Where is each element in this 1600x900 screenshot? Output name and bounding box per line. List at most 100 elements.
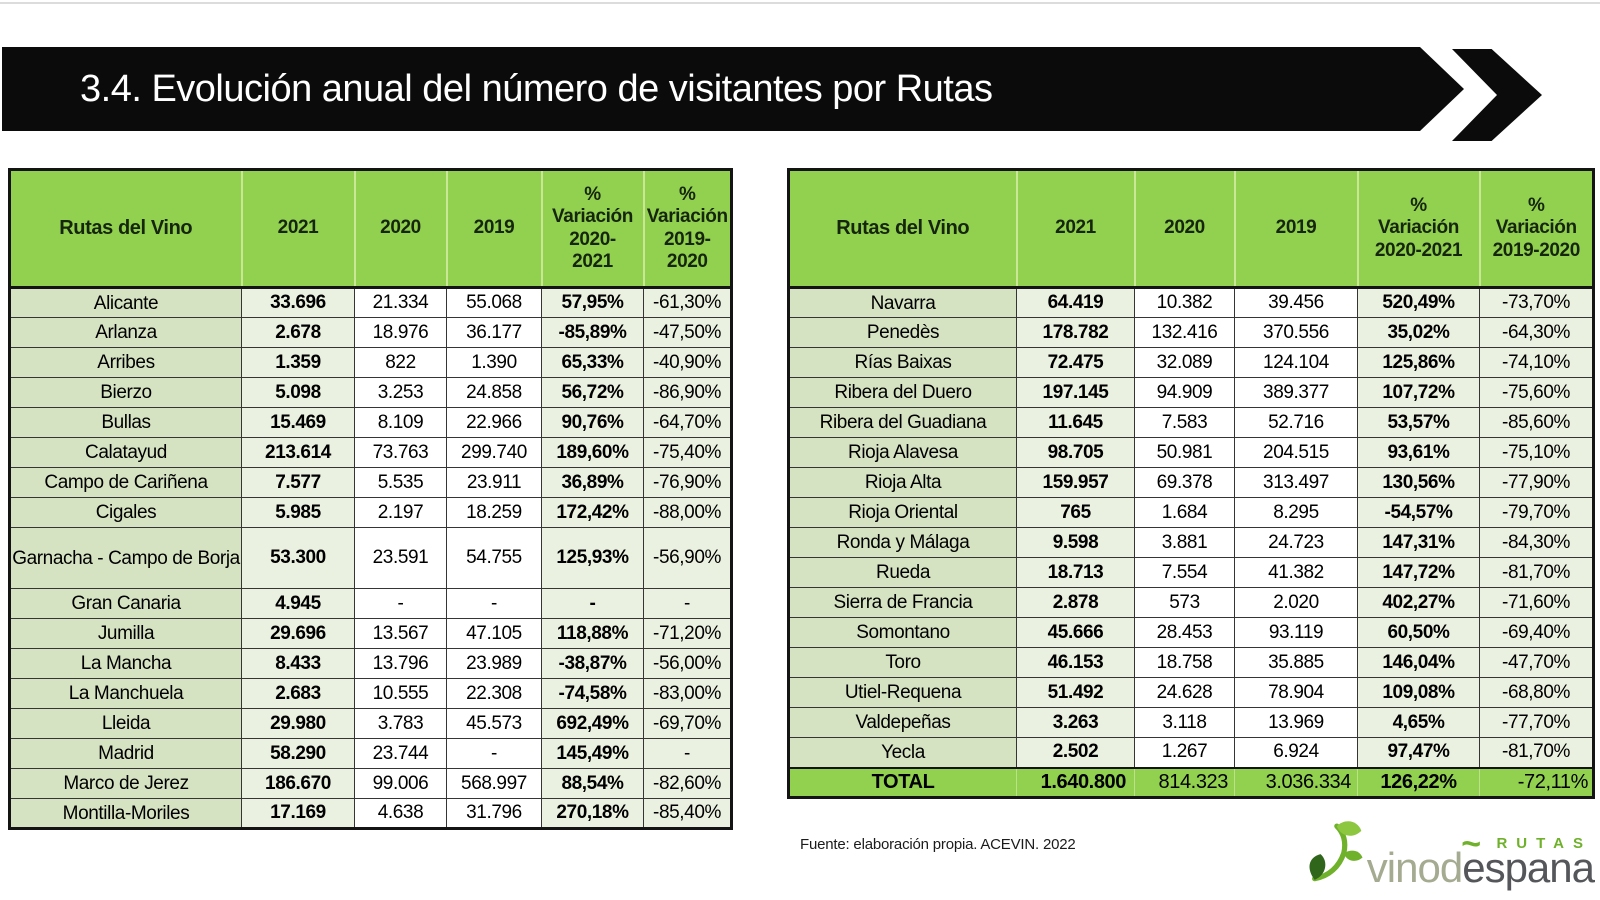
value-cell: -47,50% xyxy=(643,317,732,348)
value-cell: -85,60% xyxy=(1479,407,1594,438)
value-cell: 1.684 xyxy=(1134,497,1235,528)
logo-vinod-text: vinod xyxy=(1366,843,1463,891)
value-cell: 65,33% xyxy=(541,347,644,378)
value-cell: 53,57% xyxy=(1357,407,1480,438)
value-cell: 3.118 xyxy=(1134,707,1235,738)
table-row: Bullas 15.469 8.109 22.966 90,76% -64,70% xyxy=(9,407,732,438)
value-cell: 24.858 xyxy=(446,377,542,408)
value-cell: 299.740 xyxy=(446,437,542,468)
value-cell: -74,10% xyxy=(1479,347,1594,378)
value-cell: 13.796 xyxy=(354,648,447,679)
value-cell: 99.006 xyxy=(354,768,447,799)
column-header: % Variación 2019- 2020 xyxy=(643,169,732,289)
table-row: Rías Baixas 72.475 32.089 124.104 125,86% -74… xyxy=(788,347,1594,378)
route-name-cell: Alicante xyxy=(9,287,242,318)
route-name-cell: Somontano xyxy=(788,617,1017,648)
value-cell: 2.678 xyxy=(241,317,355,348)
value-cell: -81,70% xyxy=(1479,737,1594,768)
table-row: Bierzo 5.098 3.253 24.858 56,72% -86,90% xyxy=(9,377,732,408)
table-row: Somontano 45.666 28.453 93.119 60,50% -69,40% xyxy=(788,617,1594,648)
value-cell: 50.981 xyxy=(1134,437,1235,468)
value-cell: 28.453 xyxy=(1134,617,1235,648)
route-name-cell: Sierra de Francia xyxy=(788,587,1017,618)
value-cell: 3.783 xyxy=(354,708,447,739)
route-name-cell: Ribera del Guadiana xyxy=(788,407,1017,438)
value-cell: 2.197 xyxy=(354,497,447,528)
value-cell: -75,40% xyxy=(643,437,732,468)
value-cell: 7.554 xyxy=(1134,557,1235,588)
value-cell: -72,11% xyxy=(1479,766,1594,798)
table-row: Campo de Cariñena 7.577 5.535 23.911 36,89% -… xyxy=(9,467,732,498)
value-cell: -56,90% xyxy=(643,527,732,589)
value-cell: 45.666 xyxy=(1016,617,1135,648)
value-cell: 41.382 xyxy=(1234,557,1358,588)
value-cell: 7.577 xyxy=(241,467,355,498)
value-cell: 7.583 xyxy=(1134,407,1235,438)
route-name-cell: Rías Baixas xyxy=(788,347,1017,378)
table-row: Alicante 33.696 21.334 55.068 57,95% -61,30% xyxy=(9,287,732,318)
value-cell: 10.382 xyxy=(1134,287,1235,318)
value-cell: 204.515 xyxy=(1234,437,1358,468)
value-cell: 32.089 xyxy=(1134,347,1235,378)
value-cell: 9.598 xyxy=(1016,527,1135,558)
value-cell: 8.109 xyxy=(354,407,447,438)
value-cell: -76,90% xyxy=(643,467,732,498)
value-cell: 3.263 xyxy=(1016,707,1135,738)
table-row: Lleida 29.980 3.783 45.573 692,49% -69,70% xyxy=(9,708,732,739)
value-cell: -73,70% xyxy=(1479,287,1594,318)
column-header: 2019 xyxy=(1234,169,1359,289)
value-cell: 107,72% xyxy=(1357,377,1480,408)
column-header: % Variación 2020-2021 xyxy=(1357,169,1481,289)
value-cell: -47,70% xyxy=(1479,647,1594,678)
value-cell: 35.885 xyxy=(1234,647,1358,678)
route-name-cell: Rueda xyxy=(788,557,1017,588)
value-cell: -74,58% xyxy=(541,678,644,709)
table-row: Rioja Alta 159.957 69.378 313.497 130,56% -77… xyxy=(788,467,1594,498)
table-row: Gran Canaria 4.945- - - - xyxy=(9,588,732,619)
value-cell: 24.628 xyxy=(1134,677,1235,708)
page-title: 3.4. Evolución anual del número de visit… xyxy=(80,67,993,110)
value-cell: 18.259 xyxy=(446,497,542,528)
value-cell: -54,57% xyxy=(1357,497,1480,528)
table-header-row: Rutas del Vino 2021 2020 2019% Variación 20… xyxy=(9,169,732,289)
table-row: Ribera del Guadiana 11.645 7.583 52.716 53,5… xyxy=(788,407,1594,438)
value-cell: 189,60% xyxy=(541,437,644,468)
route-name-cell: Penedès xyxy=(788,317,1017,348)
route-name-cell: Rioja Alta xyxy=(788,467,1017,498)
route-name-cell: Madrid xyxy=(9,738,242,769)
value-cell: - xyxy=(643,588,732,619)
value-cell: 125,86% xyxy=(1357,347,1480,378)
table-row: Arlanza 2.678 18.976 36.177 -85,89% -47,50% xyxy=(9,317,732,348)
column-header: Rutas del Vino xyxy=(9,169,243,289)
value-cell: 36.177 xyxy=(446,317,542,348)
value-cell: 5.985 xyxy=(241,497,355,528)
value-cell: 132.416 xyxy=(1134,317,1235,348)
value-cell: 109,08% xyxy=(1357,677,1480,708)
value-cell: -82,60% xyxy=(643,768,732,799)
value-cell: 186.670 xyxy=(241,768,355,799)
value-cell: 3.253 xyxy=(354,377,447,408)
value-cell: -83,00% xyxy=(643,678,732,709)
table-row: Yecla 2.502 1.267 6.924 97,47% -81,70% xyxy=(788,737,1594,768)
value-cell: 1.390 xyxy=(446,347,542,378)
value-cell: 814.323 xyxy=(1134,766,1235,798)
value-cell: 21.334 xyxy=(354,287,447,318)
value-cell: 17.169 xyxy=(241,798,355,829)
value-cell: 370.556 xyxy=(1234,317,1358,348)
route-name-cell: Marco de Jerez xyxy=(9,768,242,799)
column-header: 2020 xyxy=(354,169,448,289)
value-cell: 2.502 xyxy=(1016,737,1135,768)
section-title-banner: 3.4. Evolución anual del número de visit… xyxy=(2,47,1464,131)
value-cell: 2.020 xyxy=(1234,587,1358,618)
value-cell: 159.957 xyxy=(1016,467,1135,498)
source-note: Fuente: elaboración propia. ACEVIN. 2022 xyxy=(800,836,1076,853)
route-name-cell: Garnacha - Campo de Borja xyxy=(9,527,242,589)
value-cell: - xyxy=(446,588,542,619)
value-cell: 29.696 xyxy=(241,618,355,649)
value-cell: 5.098 xyxy=(241,377,355,408)
route-name-cell: Valdepeñas xyxy=(788,707,1017,738)
route-name-cell: La Mancha xyxy=(9,648,242,679)
route-name-cell: Jumilla xyxy=(9,618,242,649)
route-name-cell: Campo de Cariñena xyxy=(9,467,242,498)
route-name-cell: TOTAL xyxy=(788,766,1017,798)
